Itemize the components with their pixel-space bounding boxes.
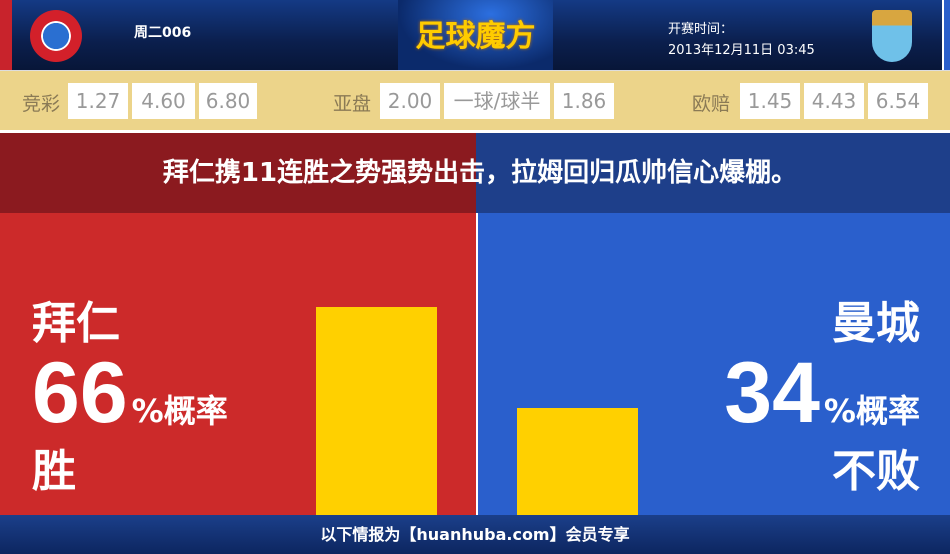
away-panel: 曼城 34 %概率 不败 <box>478 213 950 515</box>
home-panel: 拜仁 66 %概率 胜 <box>0 213 476 515</box>
home-suffix: %概率 <box>131 392 228 430</box>
home-percent-row: 66 %概率 <box>32 343 228 443</box>
odds-value: 4.60 <box>132 83 195 119</box>
home-percent: 66 <box>32 345 128 441</box>
home-probability-bar <box>316 307 437 515</box>
red-strip <box>0 0 12 70</box>
man-city-logo <box>872 10 912 62</box>
away-result: 不败 <box>832 446 920 497</box>
right-edge <box>942 0 950 70</box>
match-code: 周二006 <box>134 25 192 41</box>
time-value: 2013年12月11日 03:45 <box>668 43 815 58</box>
brand-logo: 足球魔方 <box>398 0 553 70</box>
away-percent-row: 34 %概率 <box>724 343 920 443</box>
away-percent: 34 <box>724 345 820 441</box>
headline: 拜仁携11连胜之势强势出击，拉姆回归瓜帅信心爆棚。 <box>162 158 798 188</box>
bayern-logo <box>30 10 82 62</box>
jc-label: 竞彩 <box>22 93 61 115</box>
home-name: 拜仁 <box>32 298 120 349</box>
odds-value: 1.27 <box>68 83 128 119</box>
time-label: 开赛时间： <box>668 22 734 37</box>
footer-member-notice[interactable]: 以下情报为【huanhuba.com】会员专享 <box>0 515 950 554</box>
header: 周二006 足球魔方 开赛时间： 2013年12月11日 03:45 <box>0 0 950 70</box>
banner-left <box>0 133 476 213</box>
odds-value: 1.86 <box>554 83 614 119</box>
away-name: 曼城 <box>832 298 920 349</box>
odds-value: 一球/球半 <box>444 83 550 119</box>
odds-bar: 竞彩 1.27 4.60 6.80 亚盘 2.00 一球/球半 1.86 欧赔 … <box>0 70 950 130</box>
odds-value: 2.00 <box>380 83 440 119</box>
odds-value: 1.45 <box>740 83 800 119</box>
away-suffix: %概率 <box>823 392 920 430</box>
odds-value: 4.43 <box>804 83 864 119</box>
odds-value: 6.54 <box>868 83 928 119</box>
banner-right <box>476 133 950 213</box>
home-result: 胜 <box>32 446 76 497</box>
away-probability-bar <box>517 407 638 515</box>
yp-label: 亚盘 <box>333 93 372 115</box>
odds-value: 6.80 <box>199 83 257 119</box>
op-label: 欧赔 <box>692 93 731 115</box>
